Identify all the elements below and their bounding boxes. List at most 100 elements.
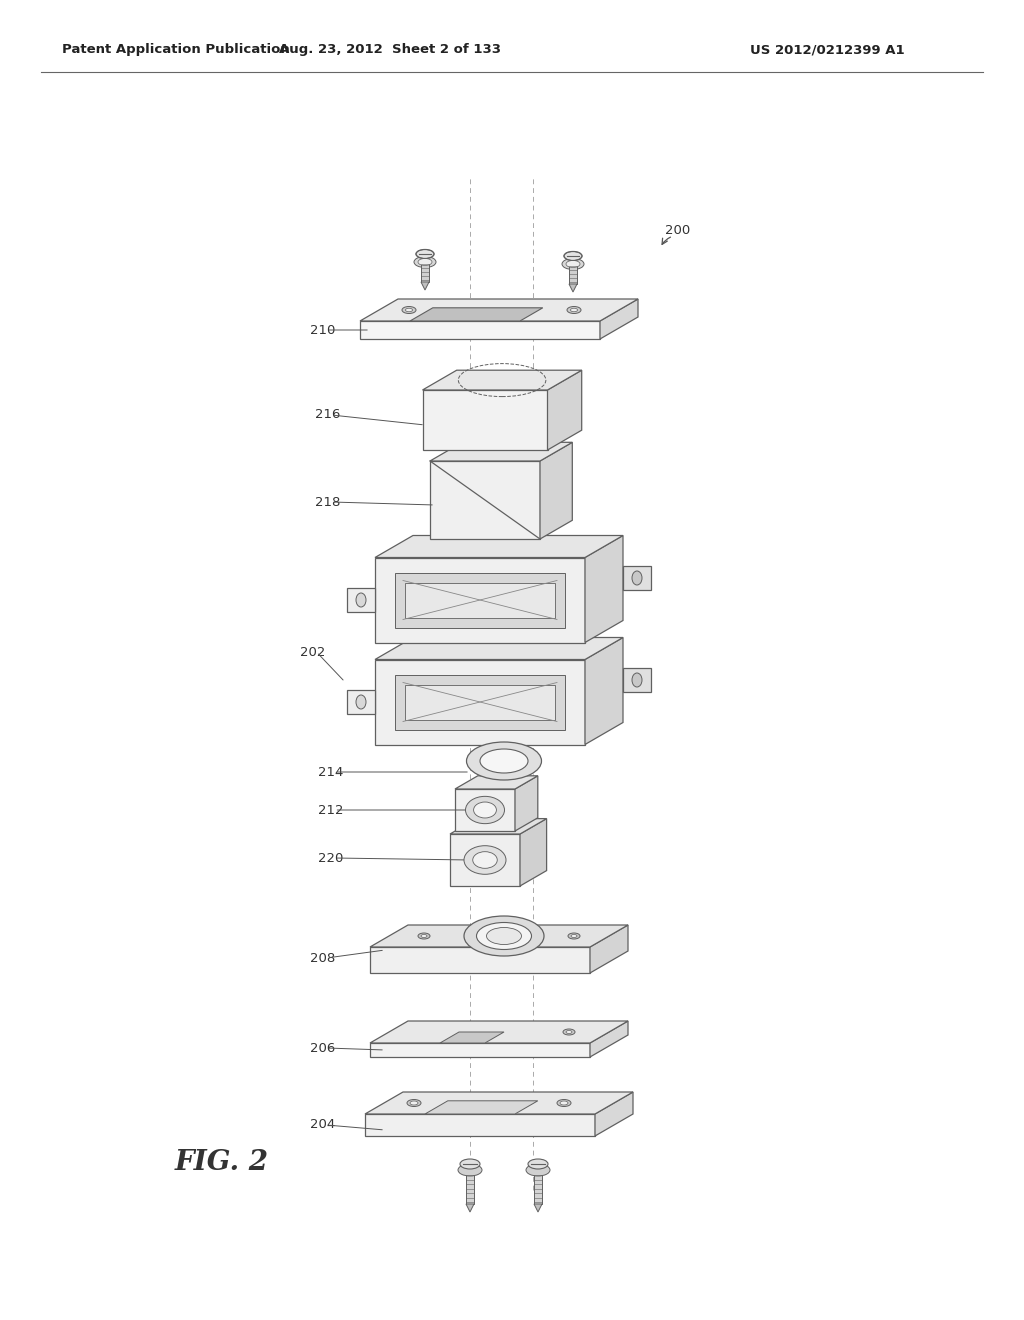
Text: Patent Application Publication: Patent Application Publication [62, 44, 290, 57]
Polygon shape [406, 685, 555, 719]
Ellipse shape [557, 1100, 571, 1106]
Polygon shape [347, 587, 375, 612]
Ellipse shape [560, 1101, 568, 1105]
Polygon shape [520, 818, 547, 886]
Ellipse shape [526, 1164, 550, 1176]
Polygon shape [534, 1170, 542, 1204]
Ellipse shape [416, 249, 434, 259]
Ellipse shape [567, 306, 581, 314]
Ellipse shape [571, 935, 577, 937]
Polygon shape [375, 536, 623, 557]
Ellipse shape [464, 916, 544, 956]
Ellipse shape [563, 1030, 575, 1035]
Ellipse shape [568, 933, 580, 939]
Ellipse shape [632, 572, 642, 585]
Polygon shape [590, 925, 628, 973]
Ellipse shape [464, 846, 506, 874]
Ellipse shape [480, 748, 528, 774]
Polygon shape [450, 834, 520, 886]
Polygon shape [423, 370, 582, 389]
Polygon shape [425, 1101, 538, 1114]
Text: FIG. 2: FIG. 2 [175, 1150, 269, 1176]
Polygon shape [430, 461, 540, 539]
Ellipse shape [410, 1101, 418, 1105]
Polygon shape [466, 1204, 474, 1212]
Polygon shape [515, 776, 538, 832]
Ellipse shape [486, 928, 521, 945]
Polygon shape [395, 573, 565, 627]
Text: US 2012/0212399 A1: US 2012/0212399 A1 [750, 44, 904, 57]
Polygon shape [450, 818, 547, 834]
Ellipse shape [570, 309, 578, 312]
Polygon shape [360, 300, 638, 321]
Polygon shape [569, 264, 577, 284]
Ellipse shape [414, 256, 436, 268]
Text: 208: 208 [310, 952, 335, 965]
Polygon shape [375, 660, 585, 744]
Ellipse shape [566, 260, 580, 268]
Text: 210: 210 [310, 323, 336, 337]
Text: 204: 204 [310, 1118, 335, 1131]
Ellipse shape [466, 796, 505, 824]
Polygon shape [375, 638, 623, 660]
Polygon shape [455, 776, 538, 789]
Ellipse shape [528, 1159, 548, 1170]
Polygon shape [406, 582, 555, 618]
Ellipse shape [418, 259, 432, 265]
Ellipse shape [473, 803, 497, 818]
Polygon shape [569, 284, 577, 292]
Polygon shape [370, 946, 590, 973]
Ellipse shape [566, 1031, 572, 1034]
Polygon shape [423, 389, 548, 450]
Polygon shape [365, 1114, 595, 1137]
Text: 202: 202 [300, 645, 326, 659]
Polygon shape [548, 370, 582, 450]
Polygon shape [410, 308, 543, 321]
Polygon shape [421, 261, 429, 282]
Text: 220: 220 [318, 851, 343, 865]
Ellipse shape [460, 1159, 480, 1170]
Ellipse shape [406, 309, 413, 312]
Ellipse shape [632, 673, 642, 686]
Ellipse shape [407, 1100, 421, 1106]
Ellipse shape [473, 851, 498, 869]
Text: 206: 206 [310, 1041, 335, 1055]
Polygon shape [370, 1020, 628, 1043]
Ellipse shape [458, 1164, 482, 1176]
Ellipse shape [356, 593, 366, 607]
Polygon shape [623, 566, 651, 590]
Polygon shape [347, 690, 375, 714]
Ellipse shape [476, 923, 531, 949]
Polygon shape [540, 442, 572, 539]
Polygon shape [421, 282, 429, 290]
Polygon shape [360, 321, 600, 339]
Text: 214: 214 [318, 766, 343, 779]
Polygon shape [375, 557, 585, 643]
Text: 216: 216 [315, 408, 340, 421]
Polygon shape [440, 1032, 504, 1043]
Ellipse shape [467, 742, 542, 780]
Polygon shape [585, 536, 623, 643]
Polygon shape [534, 1204, 542, 1212]
Ellipse shape [418, 933, 430, 939]
Polygon shape [623, 668, 651, 692]
Polygon shape [590, 1020, 628, 1057]
Ellipse shape [564, 252, 582, 260]
Ellipse shape [421, 935, 427, 937]
Polygon shape [430, 442, 572, 461]
Polygon shape [455, 789, 515, 832]
Ellipse shape [402, 306, 416, 314]
Polygon shape [585, 638, 623, 744]
Polygon shape [600, 300, 638, 339]
Polygon shape [595, 1092, 633, 1137]
Polygon shape [395, 675, 565, 730]
Polygon shape [370, 1043, 590, 1057]
Polygon shape [370, 925, 628, 946]
Text: Aug. 23, 2012  Sheet 2 of 133: Aug. 23, 2012 Sheet 2 of 133 [279, 44, 501, 57]
Polygon shape [365, 1092, 633, 1114]
Text: 200: 200 [665, 223, 690, 236]
Polygon shape [466, 1170, 474, 1204]
Ellipse shape [356, 696, 366, 709]
Text: 218: 218 [315, 495, 340, 508]
Text: 212: 212 [318, 804, 343, 817]
